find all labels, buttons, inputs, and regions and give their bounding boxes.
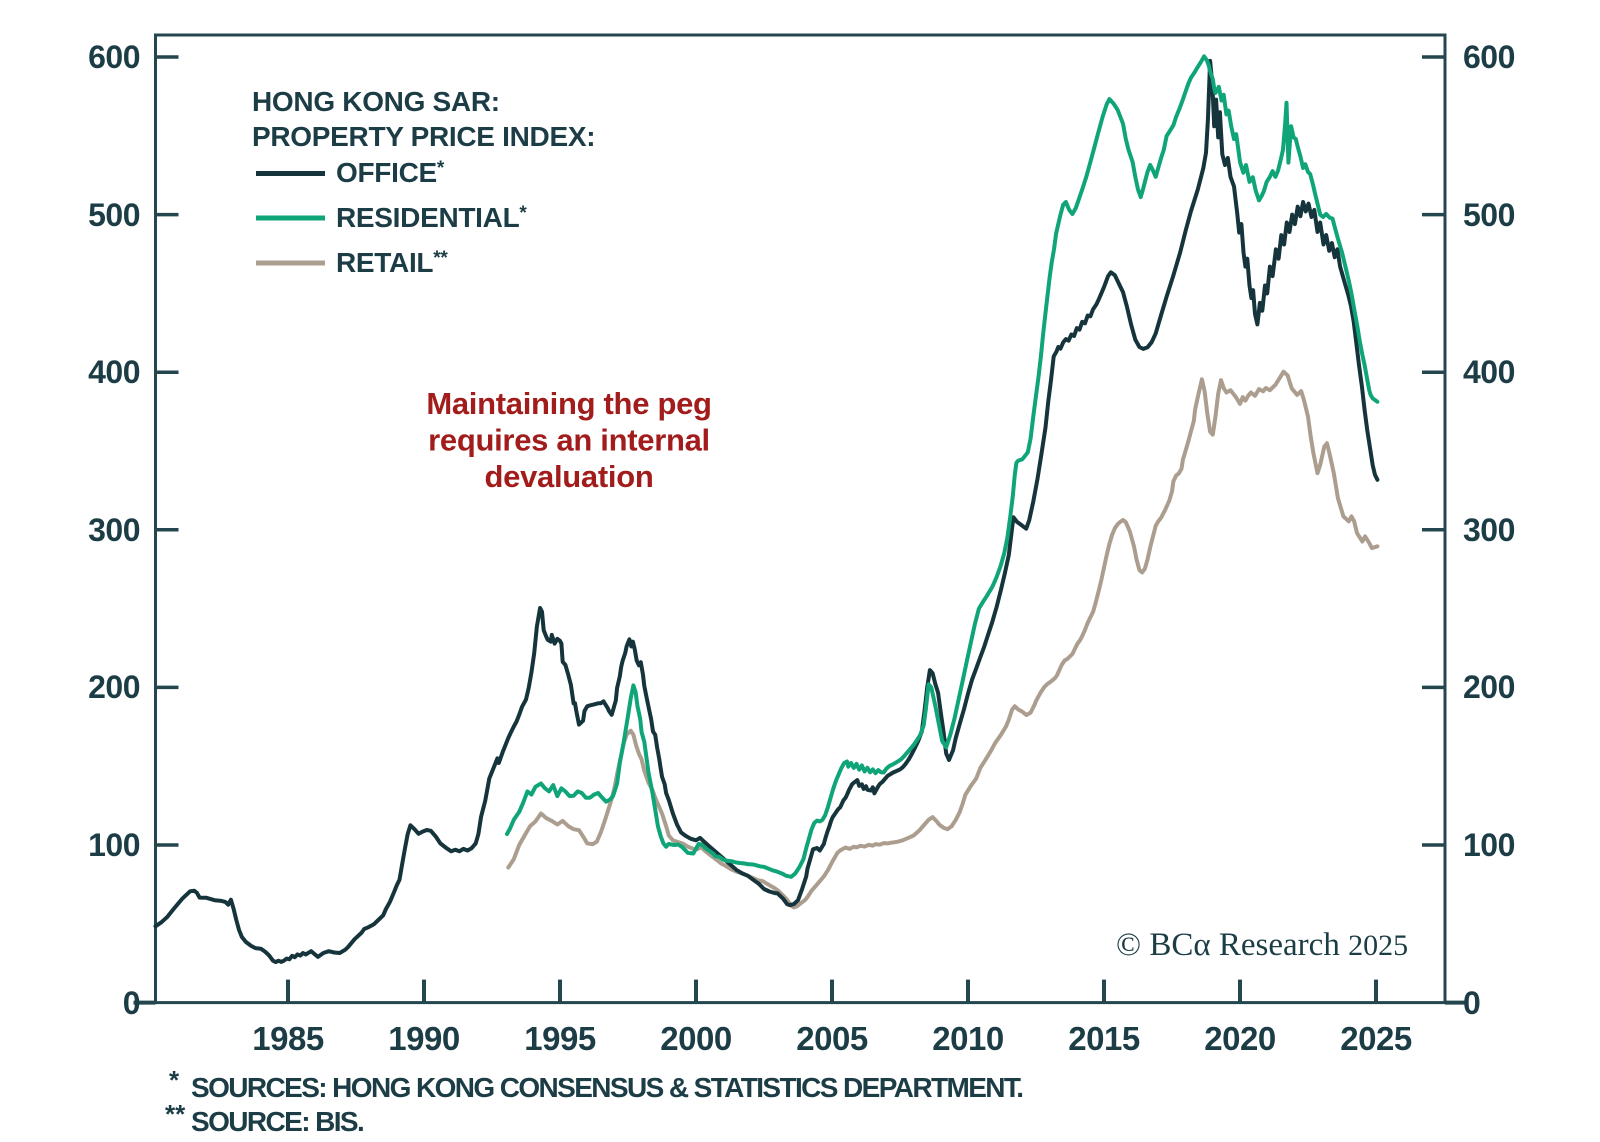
svg-text:400: 400 [1463, 354, 1515, 390]
svg-text:**: ** [165, 1099, 186, 1129]
svg-text:600: 600 [88, 39, 140, 75]
svg-text:1985: 1985 [252, 1020, 324, 1057]
svg-text:300: 300 [1463, 512, 1515, 548]
svg-text:1990: 1990 [388, 1020, 459, 1057]
svg-text:200: 200 [1463, 669, 1515, 705]
svg-text:1995: 1995 [524, 1020, 596, 1057]
svg-text:RETAIL**: RETAIL** [336, 247, 448, 278]
svg-text:© BCα Research 2025: © BCα Research 2025 [1116, 927, 1408, 963]
svg-text:Maintaining the peg: Maintaining the peg [426, 386, 711, 421]
svg-text:requires an internal: requires an internal [428, 423, 710, 458]
svg-text:2005: 2005 [796, 1020, 868, 1057]
svg-text:2020: 2020 [1204, 1020, 1275, 1057]
svg-text:SOURCE: BIS.: SOURCE: BIS. [191, 1106, 363, 1137]
svg-text:HONG KONG SAR:: HONG KONG SAR: [252, 86, 500, 117]
svg-text:200: 200 [88, 669, 140, 705]
svg-text:2010: 2010 [932, 1020, 1003, 1057]
svg-text:PROPERTY PRICE INDEX:: PROPERTY PRICE INDEX: [252, 121, 595, 152]
svg-text:500: 500 [1463, 197, 1515, 233]
svg-text:OFFICE*: OFFICE* [336, 157, 445, 188]
svg-text:devaluation: devaluation [485, 459, 654, 494]
svg-text:500: 500 [88, 197, 140, 233]
svg-text:2000: 2000 [660, 1020, 731, 1057]
svg-text:*: * [169, 1065, 180, 1095]
svg-text:SOURCES: HONG KONG CONSENSUS &: SOURCES: HONG KONG CONSENSUS & STATISTIC… [191, 1072, 1022, 1103]
svg-text:100: 100 [88, 827, 140, 863]
svg-text:0: 0 [123, 985, 140, 1021]
svg-text:RESIDENTIAL*: RESIDENTIAL* [336, 202, 527, 233]
svg-text:600: 600 [1463, 39, 1515, 75]
svg-text:300: 300 [88, 512, 140, 548]
svg-text:2015: 2015 [1068, 1020, 1140, 1057]
svg-text:2025: 2025 [1340, 1020, 1412, 1057]
svg-text:100: 100 [1463, 827, 1515, 863]
svg-text:0: 0 [1463, 985, 1480, 1021]
svg-text:400: 400 [88, 354, 140, 390]
